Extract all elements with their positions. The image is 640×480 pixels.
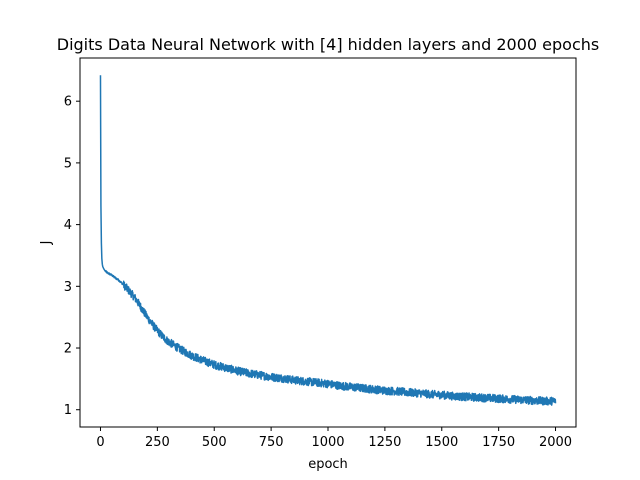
x-axis-ticks: 0 250 500 750 1000 1250 1500 1750 2000	[96, 427, 572, 450]
y-axis-ticks: 1 2 3 4 5 6	[64, 95, 80, 418]
y-tick-label: 6	[64, 95, 72, 110]
x-tick-label: 1250	[368, 435, 401, 450]
x-tick-label: 0	[96, 435, 104, 450]
x-tick-label: 1750	[482, 435, 515, 450]
y-axis-label: J	[39, 241, 54, 246]
plot-area	[80, 58, 576, 427]
y-tick-label: 2	[64, 342, 72, 357]
x-tick-label: 2000	[539, 435, 572, 450]
chart-title: Digits Data Neural Network with [4] hidd…	[57, 35, 599, 54]
plot-frame	[79, 57, 577, 428]
x-tick-label: 1500	[425, 435, 458, 450]
x-tick-label: 1000	[311, 435, 344, 450]
x-tick-label: 250	[145, 435, 170, 450]
x-tick-label: 500	[202, 435, 227, 450]
x-axis-label: epoch	[308, 457, 348, 472]
y-tick-label: 1	[64, 403, 72, 418]
series-line	[99, 75, 557, 406]
y-tick-label: 4	[64, 218, 72, 233]
x-tick-label: 750	[259, 435, 284, 450]
y-tick-label: 3	[64, 280, 72, 295]
y-tick-label: 5	[64, 156, 72, 171]
